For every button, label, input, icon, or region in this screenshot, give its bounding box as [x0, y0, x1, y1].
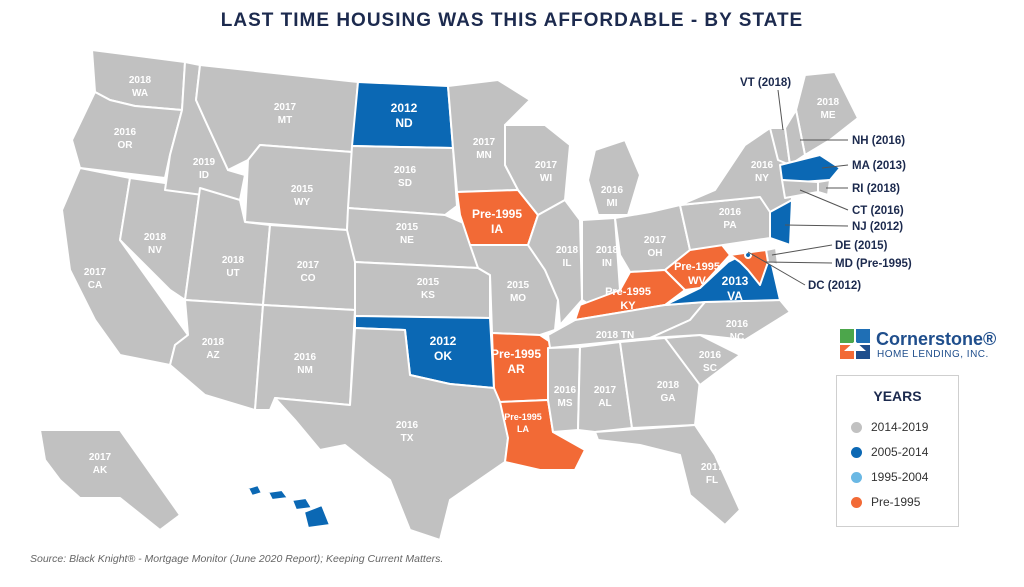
state-label-pa: 2016 PA	[719, 207, 742, 231]
legend-swatch	[851, 421, 862, 433]
state-ak	[39, 429, 181, 531]
legend-label: 1995-2004	[871, 470, 929, 484]
map-title: LAST TIME HOUSING WAS THIS AFFORDABLE - …	[220, 10, 804, 31]
state-label-ok: 2012 OK	[430, 334, 457, 363]
legend-item-pre-1995: Pre-1995	[851, 494, 920, 510]
state-label-ca: 2017 CA	[84, 267, 107, 291]
leader-line-nj	[784, 224, 849, 227]
callout-label-md: MD (Pre-1995)	[835, 258, 912, 270]
state-sd	[347, 145, 458, 216]
leader-line-ct	[799, 189, 849, 211]
legend-swatch	[851, 446, 862, 458]
state-label-or: 2016 OR	[114, 127, 137, 151]
state-label-ne: 2015 NE	[396, 222, 419, 246]
callout-label-dc: DC (2012)	[808, 280, 861, 292]
state-label-al: 2017 AL	[594, 385, 617, 409]
state-ms	[547, 346, 581, 433]
state-label-mt: 2017 MT	[274, 102, 297, 126]
legend-label: 2005-2014	[871, 445, 929, 459]
leader-line-md	[764, 261, 833, 264]
state-fl	[594, 424, 741, 526]
state-label-id: 2019 ID	[193, 157, 216, 181]
state-hi	[247, 484, 331, 529]
state-label-hi: 2013 HI	[251, 507, 274, 531]
callout-label-ct: CT (2016)	[852, 205, 904, 217]
state-label-oh: 2017 OH	[644, 235, 667, 259]
state-label-nc: 2016 NC	[726, 319, 749, 343]
state-label-ia: Pre-1995 IA	[472, 207, 522, 236]
house-logo-icon	[840, 329, 870, 359]
state-label-wi: 2017 WI	[535, 160, 558, 184]
callout-label-nj: NJ (2012)	[852, 221, 903, 233]
state-nd	[351, 81, 454, 149]
legend-title: YEARS	[873, 388, 922, 404]
state-label-tn: 2018 TN	[596, 330, 634, 341]
legend-item-2005-2014: 2005-2014	[851, 444, 928, 460]
state-label-ak: 2017 AK	[89, 452, 112, 476]
state-label-va: 2013 VA	[722, 274, 749, 303]
state-label-ks: 2015 KS	[417, 277, 440, 301]
state-label-ms: 2016 MS	[554, 385, 577, 409]
state-label-ut: 2018 UT	[222, 255, 245, 279]
state-label-nv: 2018 NV	[144, 232, 167, 256]
state-label-wa: 2018 WA	[129, 75, 152, 99]
state-label-nm: 2016 NM	[294, 352, 317, 376]
state-label-mi: 2016 MI	[601, 185, 624, 209]
state-label-az: 2018 AZ	[202, 337, 225, 361]
legend-item-1995-2004: 1995-2004	[851, 469, 928, 485]
legend-swatch	[851, 496, 862, 508]
cornerstone-logo: Cornerstone® HOME LENDING, INC.	[840, 327, 1010, 363]
leader-line-de	[771, 244, 833, 256]
leader-line-vt	[777, 89, 784, 131]
state-ga	[619, 337, 701, 429]
state-label-mo: 2015 MO	[507, 280, 530, 304]
state-tx	[274, 327, 509, 541]
state-label-sc: 2016 SC	[699, 350, 722, 374]
leader-line-ma	[821, 164, 849, 169]
state-label-il: 2018 IL	[556, 245, 579, 269]
logo-name: Cornerstone®	[876, 329, 997, 349]
state-nc	[649, 299, 791, 341]
state-label-in: 2018 IN	[596, 245, 619, 269]
callout-label-vt: VT (2018)	[740, 77, 791, 89]
legend-item-2014-2019: 2014-2019	[851, 419, 928, 435]
state-label-wy: 2015 WY	[291, 184, 314, 208]
state-label-co: 2017 CO	[297, 260, 320, 284]
legend-swatch	[851, 471, 862, 483]
state-label-ky: Pre-1995 KY	[605, 286, 651, 312]
state-il	[527, 199, 583, 326]
state-label-tx: 2016 TX	[396, 420, 419, 444]
source-note: Source: Black Knight® - Mortgage Monitor…	[30, 553, 444, 565]
callout-label-ma: MA (2013)	[852, 160, 906, 172]
legend-label: 2014-2019	[871, 420, 929, 434]
callout-label-ri: RI (2018)	[852, 183, 900, 195]
callout-label-de: DE (2015)	[835, 240, 888, 252]
state-label-nd: 2012 ND	[391, 101, 418, 130]
state-label-la: Pre-1995 LA	[504, 412, 542, 434]
state-label-ar: Pre-1995 AR	[491, 347, 541, 376]
leader-line-dc	[747, 251, 806, 286]
state-nh	[784, 109, 806, 166]
state-label-sd: 2016 SD	[394, 165, 417, 189]
state-label-ga: 2018 GA	[657, 380, 680, 404]
state-label-me: 2018 ME	[817, 97, 840, 121]
logo-subtitle: HOME LENDING, INC.	[877, 349, 989, 360]
state-nj	[769, 199, 793, 246]
state-md	[729, 249, 769, 286]
state-label-wv: Pre-1995 WV	[674, 261, 720, 287]
callout-label-nh: NH (2016)	[852, 135, 905, 147]
legend-label: Pre-1995	[871, 495, 921, 509]
state-label-ny: 2016 NY	[751, 160, 774, 184]
state-label-mn: 2017 MN	[473, 137, 496, 161]
legend: YEARS 2014-2019 2005-2014 1995-2004 Pre-…	[836, 375, 959, 527]
state-label-fl: 2017 FL	[701, 462, 724, 486]
